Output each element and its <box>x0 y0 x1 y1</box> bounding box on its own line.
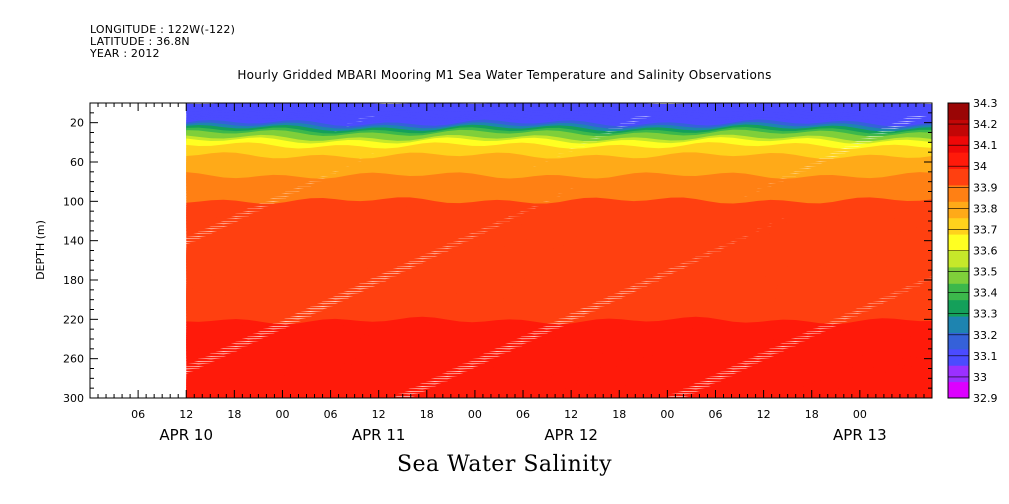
x-tick-label: 06 <box>324 408 338 421</box>
latitude-label: LATITUDE : 36.8N <box>90 35 190 48</box>
colorbar-label: 33.6 <box>973 245 998 258</box>
y-tick-label: 260 <box>63 353 84 366</box>
salinity-band <box>186 356 932 366</box>
salinity-band <box>186 359 932 369</box>
x-date-label: APR 10 <box>159 426 213 444</box>
y-tick-label: 220 <box>63 313 84 326</box>
colorbar-swatch <box>948 299 969 317</box>
x-tick-label: 00 <box>853 408 867 421</box>
salinity-band <box>186 361 932 371</box>
colorbar-label: 34.2 <box>973 118 998 131</box>
salinity-band <box>186 224 932 234</box>
colorbar-swatch <box>948 201 969 219</box>
salinity-band <box>186 236 932 246</box>
x-tick-label: 06 <box>516 408 530 421</box>
colorbar-swatch <box>948 266 969 284</box>
x-tick-label: 06 <box>708 408 722 421</box>
x-tick-label: 12 <box>372 408 386 421</box>
colorbar-label: 33.9 <box>973 181 998 194</box>
x-tick-label: 18 <box>805 408 819 421</box>
colorbar-label: 32.9 <box>973 392 998 405</box>
y-tick-label: 100 <box>63 195 84 208</box>
x-tick-label: 12 <box>179 408 193 421</box>
salinity-band <box>186 311 932 321</box>
salinity-band <box>186 319 932 329</box>
colorbar-label: 33.3 <box>973 308 998 321</box>
salinity-band <box>186 227 932 236</box>
colorbar-label: 33.7 <box>973 223 998 236</box>
colorbar-label: 33.4 <box>973 287 998 300</box>
colorbar-label: 34 <box>973 160 987 173</box>
y-tick-label: 180 <box>63 274 84 287</box>
colorbar-label: 33.2 <box>973 329 998 342</box>
colorbar-label: 33.8 <box>973 202 998 215</box>
longitude-label: LONGITUDE : 122W(-122) <box>90 23 236 36</box>
colorbar-swatch <box>948 316 969 333</box>
colorbar-swatch <box>948 348 969 366</box>
colorbar-swatch <box>948 332 969 350</box>
x-tick-label: 18 <box>420 408 434 421</box>
y-tick-label: 60 <box>70 156 84 169</box>
colorbar-swatch <box>948 283 969 301</box>
x-tick-label: 00 <box>275 408 289 421</box>
colorbar-label: 33.5 <box>973 266 998 279</box>
colorbar-swatch <box>948 217 969 235</box>
x-tick-label: 00 <box>660 408 674 421</box>
x-tick-label: 12 <box>757 408 771 421</box>
salinity-band <box>186 314 932 324</box>
y-axis-label: DEPTH (m) <box>34 220 47 280</box>
colorbar-label: 33 <box>973 371 987 384</box>
x-date-label: APR 13 <box>833 426 887 444</box>
y-tick-label: 20 <box>70 117 84 130</box>
colorbar-swatch <box>948 365 969 383</box>
x-date-label: APR 12 <box>544 426 598 444</box>
x-tick-label: 12 <box>564 408 578 421</box>
x-tick-label: 00 <box>468 408 482 421</box>
colorbar-swatch <box>948 381 969 399</box>
colorbar: 32.9 33 33.1 33.2 33.3 33.4 33.5 33.6 33.7 33.8 33… <box>947 97 998 405</box>
salinity-band <box>186 234 932 244</box>
colorbar-swatch <box>948 184 969 202</box>
year-label: YEAR : 2012 <box>90 47 160 60</box>
salinity-band <box>186 269 932 279</box>
variable-title: Sea Water Salinity <box>396 452 613 477</box>
x-tick-label: 06 <box>131 408 145 421</box>
salinity-band <box>186 229 932 239</box>
colorbar-swatch <box>948 103 969 120</box>
y-tick-label: 140 <box>63 235 84 248</box>
salinity-band <box>186 364 932 374</box>
colorbar-label: 34.3 <box>973 97 998 110</box>
salinity-band <box>186 232 932 241</box>
colorbar-swatch <box>948 152 969 170</box>
salinity-band <box>186 389 932 398</box>
y-axis: 20 60 100 140 180 220 260 300 <box>63 112 932 405</box>
salinity-band <box>186 391 932 398</box>
colorbar-label: 34.1 <box>973 139 998 152</box>
x-date-label: APR 11 <box>352 426 406 444</box>
colorbar-swatch <box>948 168 969 186</box>
colorbar-swatch <box>948 234 969 251</box>
salinity-band <box>186 316 932 326</box>
colorbar-label: 33.1 <box>973 350 998 363</box>
colorbar-swatch <box>948 250 969 268</box>
x-axis: 06 12 18 00 06 12 18 00 06 12 18 00 06 12 18 00 APR 10 AP… <box>89 103 933 444</box>
x-tick-label: 18 <box>612 408 626 421</box>
chart-title: Hourly Gridded MBARI Mooring M1 Sea Wate… <box>237 68 772 82</box>
y-tick-label: 300 <box>63 392 84 405</box>
salinity-contour-field <box>186 103 932 398</box>
x-tick-label: 18 <box>227 408 241 421</box>
colorbar-swatch <box>948 119 969 137</box>
colorbar-swatch <box>948 135 969 153</box>
